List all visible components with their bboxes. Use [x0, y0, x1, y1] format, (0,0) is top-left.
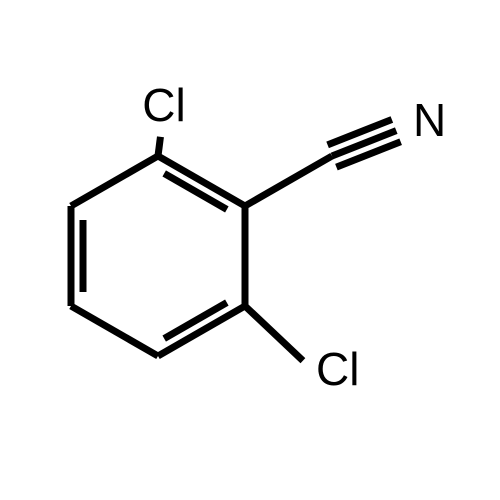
molecule-diagram: Cl Cl N	[0, 0, 500, 500]
atom-label: Cl	[142, 79, 185, 131]
atom-label: N	[413, 94, 446, 146]
atom-label: Cl	[316, 343, 359, 395]
